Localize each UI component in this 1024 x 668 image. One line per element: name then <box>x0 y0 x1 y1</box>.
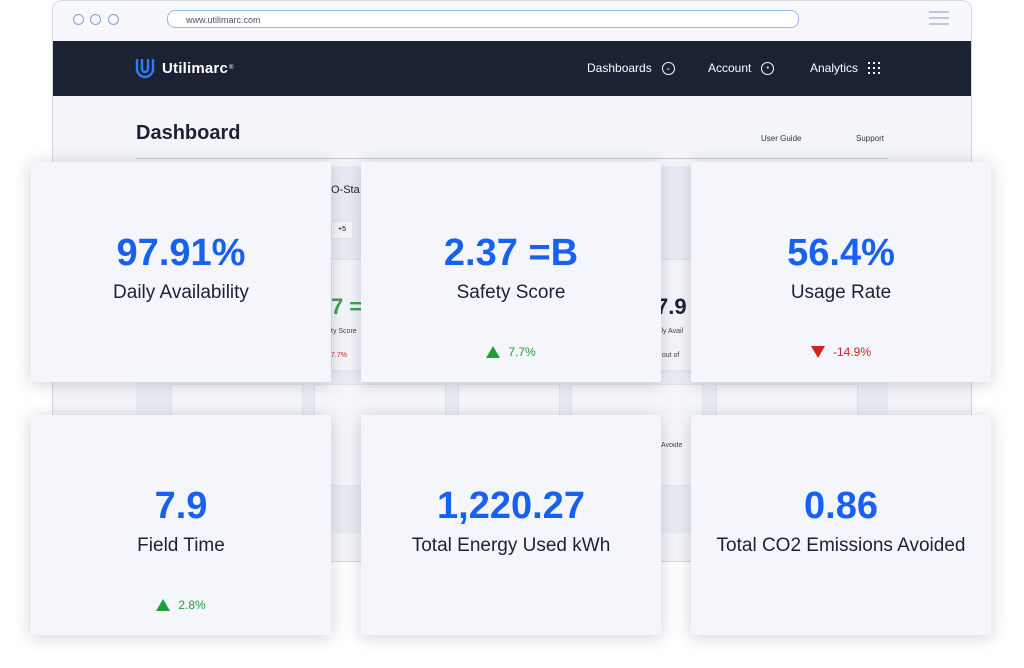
bg-value-fragment: 7 = <box>331 294 363 319</box>
metric-change: 7.7% <box>361 345 661 359</box>
browser-chrome: www.utilimarc.com <box>53 1 971 41</box>
metric-change: 2.8% <box>31 598 331 612</box>
bg-label-fragment: aily Avail <box>656 328 684 335</box>
metric-card-co2-avoided[interactable]: 0.86 Total CO2 Emissions Avoided <box>691 415 991 635</box>
metric-value: 97.91% <box>116 232 246 274</box>
bg-label-fragment: s Avoide <box>656 442 683 449</box>
metric-card-safety-score[interactable]: 2.37 =B Safety Score 7.7% <box>361 162 661 382</box>
brand-logo[interactable]: Utilimarc ® <box>135 57 233 79</box>
nav-dashboards[interactable]: Dashboards ⌄ <box>587 61 675 75</box>
nav-analytics-label: Analytics <box>810 61 859 75</box>
metric-card-daily-availability[interactable]: 97.91% Daily Availability <box>31 162 331 382</box>
user-icon: • <box>761 61 775 75</box>
metric-label: Total Energy Used kWh <box>411 535 611 556</box>
bg-sub-fragment: 9 out of <box>656 352 680 359</box>
metric-change-value: 7.7% <box>508 345 536 359</box>
metric-label: Field Time <box>137 535 225 556</box>
bg-badge: +5 <box>331 221 353 239</box>
bg-value-fragment: 7.9 <box>656 294 687 319</box>
chevron-down-icon: ⌄ <box>661 61 675 75</box>
metric-value: 56.4% <box>787 232 895 274</box>
page-title: Dashboard <box>136 122 241 144</box>
top-nav: Utilimarc ® Dashboards ⌄ Account • Analyt… <box>53 41 971 96</box>
hamburger-menu-icon[interactable] <box>929 11 949 29</box>
logo-text: Utilimarc <box>162 59 228 77</box>
metric-card-usage-rate[interactable]: 56.4% Usage Rate -14.9% <box>691 162 991 382</box>
metric-change-value: -14.9% <box>832 345 872 359</box>
bg-change-fragment: 7.7% <box>331 352 347 359</box>
window-control-icon[interactable] <box>73 14 84 25</box>
user-guide-link[interactable]: User Guide <box>761 134 802 143</box>
support-link[interactable]: Support <box>856 134 885 143</box>
nav-account-label: Account <box>708 61 752 75</box>
metric-label: Usage Rate <box>790 282 892 303</box>
bg-label-fragment: ty Score <box>331 328 357 335</box>
metric-value: 0.86 <box>804 485 878 527</box>
metric-card-field-time[interactable]: 7.9 Field Time 2.8% <box>31 415 331 635</box>
metric-card-total-energy[interactable]: 1,220.27 Total Energy Used kWh <box>361 415 661 635</box>
metric-label: Safety Score <box>456 282 566 303</box>
metric-label: Daily Availability <box>113 282 249 303</box>
metric-change-value: 2.8% <box>178 598 206 612</box>
metric-change: -14.9% <box>691 345 991 359</box>
bg-tab-fragment: O-Sta <box>331 184 360 196</box>
window-control-icon[interactable] <box>90 14 101 25</box>
address-bar[interactable]: www.utilimarc.com <box>167 10 799 28</box>
trademark-mark: ® <box>229 65 234 71</box>
title-divider <box>136 158 888 159</box>
trend-up-icon <box>156 599 171 611</box>
nav-account[interactable]: Account • <box>708 61 775 75</box>
metric-label: Total CO2 Emissions Avoided <box>716 535 966 556</box>
trend-up-icon <box>486 346 501 358</box>
window-control-icon[interactable] <box>108 14 119 25</box>
grid-dots-icon <box>868 62 881 74</box>
metric-value: 7.9 <box>154 485 208 527</box>
nav-dashboards-label: Dashboards <box>587 61 652 75</box>
trend-down-icon <box>810 346 825 358</box>
nav-analytics[interactable]: Analytics <box>810 61 881 75</box>
metric-value: 2.37 =B <box>443 232 579 274</box>
metric-value: 1,220.27 <box>437 485 585 527</box>
utilimarc-logo-icon <box>135 59 155 79</box>
